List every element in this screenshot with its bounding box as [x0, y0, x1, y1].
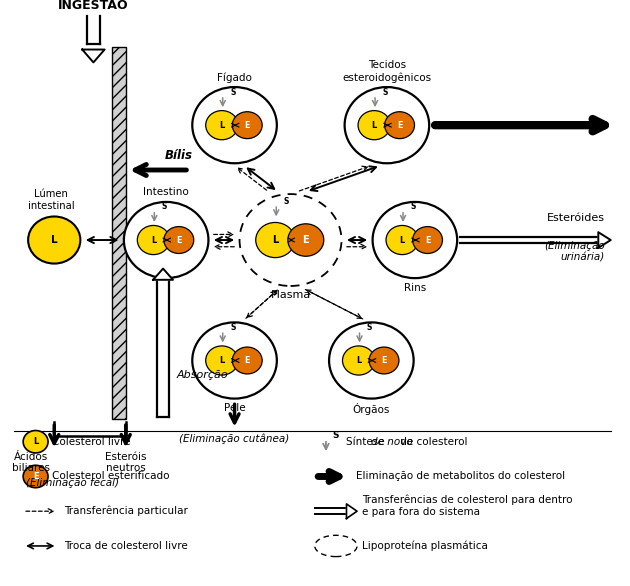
Text: (Eliminação fecal): (Eliminação fecal)	[26, 478, 120, 488]
Text: L: L	[272, 235, 278, 245]
Text: E: E	[244, 121, 250, 130]
Text: Esteróis
neutros: Esteróis neutros	[105, 452, 147, 473]
Circle shape	[343, 346, 375, 375]
Text: S: S	[367, 323, 372, 332]
Circle shape	[124, 202, 209, 278]
Text: Bílis: Bílis	[164, 149, 193, 162]
Text: L: L	[372, 121, 377, 130]
Text: S: S	[162, 203, 167, 212]
Text: Pele: Pele	[224, 403, 245, 413]
Circle shape	[345, 87, 429, 163]
Ellipse shape	[315, 535, 357, 557]
Circle shape	[232, 347, 262, 374]
Text: L: L	[399, 236, 405, 244]
Text: Esteróides: Esteróides	[546, 213, 605, 223]
Circle shape	[28, 216, 81, 264]
Text: S: S	[230, 323, 236, 332]
Text: E: E	[381, 356, 387, 365]
Text: (Eliminação cutânea): (Eliminação cutânea)	[180, 433, 290, 444]
Text: L: L	[219, 356, 224, 365]
Text: S: S	[411, 203, 416, 212]
Text: INGESTÃO: INGESTÃO	[58, 0, 129, 12]
Text: Colesterol esterificado: Colesterol esterificado	[52, 472, 170, 482]
Text: Tecidos
esteroidogênicos: Tecidos esteroidogênicos	[342, 60, 432, 83]
Bar	[112, 47, 126, 420]
Circle shape	[288, 224, 324, 256]
Text: E: E	[425, 236, 430, 244]
Circle shape	[206, 111, 238, 139]
Circle shape	[206, 346, 238, 375]
Text: E: E	[244, 356, 250, 365]
Text: de colesterol: de colesterol	[398, 437, 468, 447]
Text: S: S	[284, 197, 289, 206]
Text: Lúmen
intestinal: Lúmen intestinal	[28, 189, 74, 211]
Text: Troca de colesterol livre: Troca de colesterol livre	[64, 541, 187, 551]
Text: S: S	[382, 88, 388, 97]
Text: (Eliminação
urinária): (Eliminação urinária)	[544, 241, 605, 263]
Circle shape	[385, 112, 415, 139]
Text: S: S	[230, 88, 236, 97]
Circle shape	[239, 194, 341, 286]
Text: Intestino: Intestino	[143, 188, 189, 197]
Circle shape	[192, 87, 277, 163]
Text: Eliminação de metabolitos do colesterol: Eliminação de metabolitos do colesterol	[356, 472, 565, 482]
Text: Lipoproteína plasmática: Lipoproteína plasmática	[362, 541, 488, 551]
Text: Absorção: Absorção	[177, 370, 228, 380]
Circle shape	[23, 465, 48, 488]
Circle shape	[358, 111, 391, 139]
Text: Ácidos
biliares: Ácidos biliares	[12, 452, 50, 473]
Text: E: E	[176, 236, 181, 244]
Text: Transferências de colesterol para dentro
e para fora do sistema: Transferências de colesterol para dentro…	[362, 495, 573, 517]
Circle shape	[164, 227, 194, 254]
Text: L: L	[33, 437, 38, 446]
Text: Colesterol livre: Colesterol livre	[52, 437, 131, 447]
Text: E: E	[302, 235, 309, 245]
Circle shape	[232, 112, 262, 139]
Circle shape	[23, 431, 48, 453]
Text: Rins: Rins	[404, 282, 426, 292]
Circle shape	[137, 226, 169, 254]
Polygon shape	[83, 50, 105, 63]
Text: S: S	[333, 431, 340, 440]
Text: Transferência particular: Transferência particular	[64, 506, 188, 516]
Text: L: L	[356, 356, 361, 365]
Text: L: L	[219, 121, 224, 130]
Circle shape	[386, 226, 418, 254]
Circle shape	[329, 322, 414, 398]
Text: Órgãos: Órgãos	[353, 403, 390, 415]
Circle shape	[369, 347, 399, 374]
Circle shape	[256, 223, 295, 258]
Text: L: L	[51, 235, 57, 245]
Text: E: E	[397, 121, 403, 130]
Text: Síntese: Síntese	[346, 437, 388, 447]
Text: Fígado: Fígado	[217, 72, 252, 83]
Polygon shape	[598, 232, 610, 248]
Circle shape	[372, 202, 457, 278]
Text: L: L	[151, 236, 156, 244]
Polygon shape	[346, 504, 357, 519]
Text: Plasma: Plasma	[270, 291, 311, 301]
Circle shape	[413, 227, 442, 254]
Polygon shape	[153, 268, 173, 280]
Circle shape	[192, 322, 277, 398]
Text: de novo: de novo	[371, 437, 413, 447]
Text: E: E	[33, 472, 38, 481]
